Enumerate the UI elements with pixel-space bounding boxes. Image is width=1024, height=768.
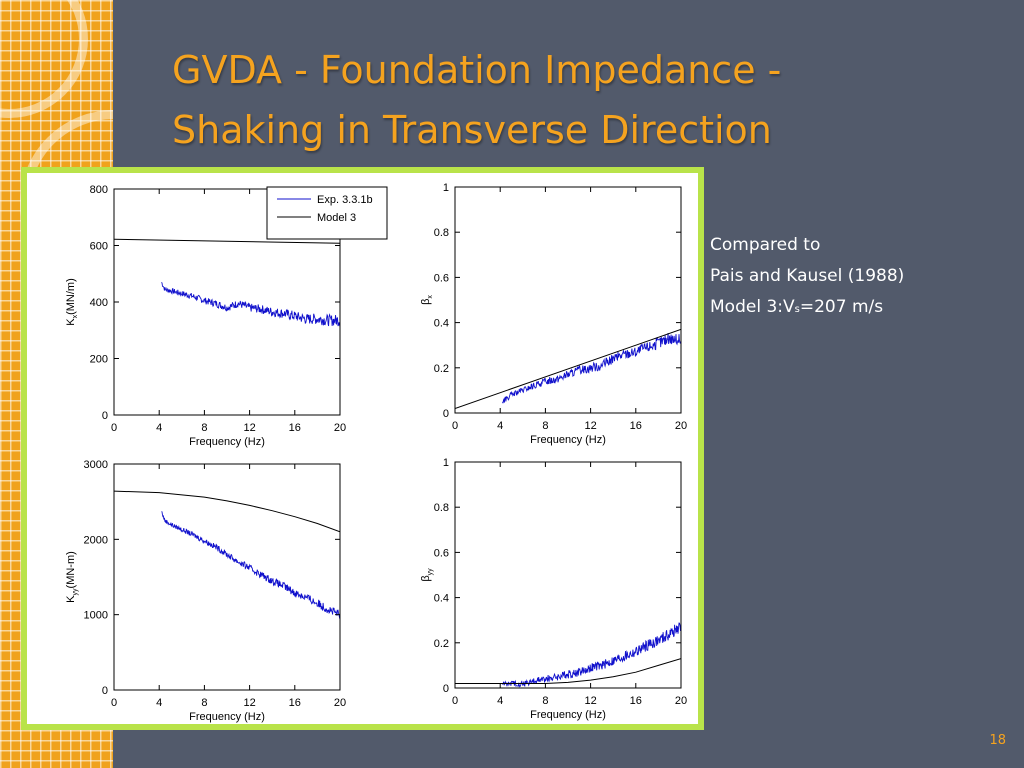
x-tick-label: 4 [497, 695, 503, 707]
y-tick-label: 2000 [84, 534, 108, 546]
x-tick-label: 8 [201, 697, 207, 709]
x-axis-label: Frequency (Hz) [189, 711, 265, 723]
series-line-model-3 [455, 658, 681, 684]
chart-panel-2: 0 4 8 12 16 20 0 0.2 0.4 0.6 0.8 1 Frequency (Hz) βx [420, 182, 687, 446]
series-line-model-3 [114, 238, 340, 244]
series-line-model-3 [114, 490, 340, 533]
x-tick-label: 0 [452, 695, 458, 707]
note-line-3: Model 3:Vs=207 m/s [710, 292, 1010, 325]
title-line-1: GVDA - Foundation Impedance - [172, 48, 782, 92]
chart-panel-3: 0 4 8 12 16 20 0 1000 2000 3000 Frequency (Hz) Kyy(… [65, 459, 346, 723]
y-axis-label-subscript: yy [72, 588, 79, 596]
x-tick-label: 20 [675, 420, 687, 432]
y-tick-label: 0 [102, 685, 108, 697]
y-axis-label: βx [420, 295, 434, 305]
y-axis-label-subscript: yy [427, 568, 434, 576]
figure-frame: 0 4 8 12 16 20 0 200 400 600 800 Frequency (Hz) Kx(M… [21, 167, 704, 730]
y-axis-label: Kx(MN/m) [65, 278, 79, 326]
note-line-3-suffix: =207 m/s [799, 297, 884, 317]
series-line-experiment [161, 282, 340, 327]
y-tick-label: 0.8 [434, 502, 449, 514]
plot-frame [454, 461, 682, 689]
y-tick-label: 0.4 [434, 593, 449, 605]
y-axis-label-main: K [65, 318, 77, 326]
y-axis-label-main: K [65, 595, 77, 603]
note-line-1: Compared to [710, 235, 821, 255]
note-line-3-prefix: Model 3:V [710, 297, 795, 317]
y-axis-label-main: β [420, 575, 432, 581]
y-tick-label: 0.6 [434, 547, 449, 559]
y-tick-label: 0 [443, 683, 449, 695]
note-line-2: Pais and Kausel (1988) [710, 266, 905, 286]
comparison-note: Compared to Pais and Kausel (1988) Model… [710, 230, 1010, 325]
y-tick-label: 0.6 [434, 272, 449, 284]
x-tick-label: 8 [201, 422, 207, 434]
y-tick-label: 0 [102, 410, 108, 422]
x-axis-label: Frequency (Hz) [530, 709, 606, 721]
y-tick-label: 600 [90, 241, 108, 253]
x-tick-label: 20 [675, 695, 687, 707]
x-tick-label: 4 [497, 420, 503, 432]
y-tick-label: 3000 [84, 459, 108, 471]
y-axis-label-subscript: x [427, 295, 434, 299]
x-tick-label: 20 [334, 422, 346, 434]
y-axis-label-main: β [420, 299, 432, 305]
x-axis-label: Frequency (Hz) [530, 434, 606, 446]
x-tick-label: 20 [334, 697, 346, 709]
chart-panel-4: 0 4 8 12 16 20 0 0.2 0.4 0.6 0.8 1 Frequency (Hz) βyy [420, 457, 687, 721]
y-tick-label: 0.4 [434, 318, 449, 330]
x-tick-label: 4 [156, 697, 162, 709]
x-tick-label: 12 [243, 422, 255, 434]
series-line-experiment [502, 622, 681, 688]
page-number: 18 [989, 733, 1006, 748]
x-tick-label: 0 [452, 420, 458, 432]
chart-legend: Exp. 3.3.1b Model 3 [266, 186, 388, 240]
x-axis-label: Frequency (Hz) [189, 436, 265, 448]
series-line-model-3 [455, 328, 681, 409]
y-tick-label: 0.2 [434, 363, 449, 375]
series-line-experiment [502, 333, 681, 404]
y-axis-label: βyy [420, 568, 434, 582]
x-tick-label: 12 [243, 697, 255, 709]
note-line-3-subscript: s [794, 304, 800, 315]
x-tick-label: 16 [630, 695, 642, 707]
decorative-ring [0, 0, 88, 118]
plot-frame [454, 186, 682, 414]
x-tick-label: 16 [630, 420, 642, 432]
y-axis-label-unit: (MN/m) [65, 278, 77, 315]
y-tick-label: 200 [90, 354, 108, 366]
slide-title: GVDA - Foundation Impedance - Shaking in… [172, 40, 992, 160]
title-line-2: Shaking in Transverse Direction [172, 108, 772, 152]
y-tick-label: 1000 [84, 610, 108, 622]
y-tick-label: 1 [443, 457, 449, 469]
x-tick-label: 8 [542, 695, 548, 707]
x-tick-label: 8 [542, 420, 548, 432]
y-tick-label: 1 [443, 182, 449, 194]
plot-frame [113, 463, 341, 691]
x-tick-label: 12 [584, 420, 596, 432]
x-tick-label: 0 [111, 697, 117, 709]
y-tick-label: 0.2 [434, 638, 449, 650]
y-axis-label-unit: (MN-m) [65, 551, 77, 588]
x-tick-label: 16 [289, 422, 301, 434]
x-tick-label: 0 [111, 422, 117, 434]
x-tick-label: 16 [289, 697, 301, 709]
series-line-experiment [161, 511, 340, 620]
x-tick-label: 4 [156, 422, 162, 434]
y-tick-label: 800 [90, 184, 108, 196]
x-tick-label: 12 [584, 695, 596, 707]
y-tick-label: 400 [90, 297, 108, 309]
y-axis-label-subscript: x [72, 314, 79, 318]
y-tick-label: 0.8 [434, 227, 449, 239]
y-tick-label: 0 [443, 408, 449, 420]
legend-label: Model 3 [317, 212, 356, 224]
y-axis-label: Kyy(MN-m) [65, 551, 79, 603]
legend-box [266, 186, 388, 240]
legend-label: Exp. 3.3.1b [317, 194, 373, 206]
